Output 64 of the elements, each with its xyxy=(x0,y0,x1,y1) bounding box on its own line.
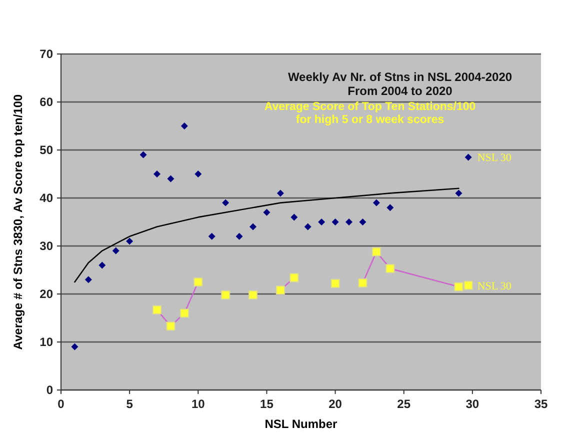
point xyxy=(194,278,203,286)
point xyxy=(263,208,270,216)
point xyxy=(330,278,340,288)
point xyxy=(290,214,298,221)
point xyxy=(208,232,216,240)
point xyxy=(154,170,160,178)
x-tick-label: 5 xyxy=(126,397,134,411)
x-tick-label: 15 xyxy=(260,397,274,411)
point xyxy=(290,273,299,282)
x-tick-label: 20 xyxy=(328,397,342,411)
point xyxy=(126,238,134,245)
annotation: NSL 30 xyxy=(477,280,512,292)
point xyxy=(304,223,312,230)
point xyxy=(276,190,284,197)
point xyxy=(112,247,120,254)
point xyxy=(166,322,176,331)
point xyxy=(98,262,106,269)
point xyxy=(386,204,394,212)
x-tick-label: 25 xyxy=(397,397,411,411)
point xyxy=(346,218,352,226)
point xyxy=(250,223,256,230)
x-tick-label: 0 xyxy=(58,397,65,411)
text: Average Score of Top Ten Stations/100 for high 5 or 8 week scores xyxy=(264,101,476,126)
point xyxy=(464,280,473,290)
y-tick-label: 60 xyxy=(40,95,54,109)
x-tick-label: 35 xyxy=(534,397,548,411)
point xyxy=(372,247,381,256)
point xyxy=(236,232,243,240)
annotation: NSL 30 xyxy=(477,152,512,164)
y-tick-label: 50 xyxy=(40,143,54,157)
y-axis-title: Average # of Stns 3830, Av Score top ten/100 xyxy=(11,94,25,350)
point xyxy=(358,278,368,288)
point xyxy=(167,175,174,182)
y-tick-label: 40 xyxy=(40,191,54,205)
text: Weekly Av Nr. of Stns in NSL 2004-2020 xyxy=(288,70,512,84)
point xyxy=(276,286,285,295)
line-series xyxy=(74,188,460,283)
point xyxy=(359,218,366,226)
point xyxy=(455,190,462,197)
y-tick-label: 70 xyxy=(40,47,54,61)
point xyxy=(222,199,230,206)
y-tick-label: 30 xyxy=(40,239,54,253)
point xyxy=(84,276,92,284)
point xyxy=(221,290,230,300)
text: From 2004 to 2020 xyxy=(348,84,453,98)
x-tick-label: 10 xyxy=(191,397,206,411)
point xyxy=(386,264,395,274)
point xyxy=(464,154,472,161)
point xyxy=(332,218,339,226)
y-tick-label: 20 xyxy=(40,287,54,301)
point xyxy=(180,308,189,318)
point xyxy=(140,151,147,158)
point xyxy=(71,343,78,350)
point xyxy=(454,282,464,292)
y-tick-label: 0 xyxy=(46,383,54,397)
point xyxy=(248,290,258,300)
point xyxy=(152,305,162,314)
point xyxy=(318,218,326,226)
point xyxy=(194,170,202,178)
x-tick-label: 30 xyxy=(466,397,480,411)
point xyxy=(372,199,380,206)
y-tick-label: 10 xyxy=(40,335,54,349)
x-axis-title: NSL Number xyxy=(264,417,338,431)
point xyxy=(180,122,188,130)
